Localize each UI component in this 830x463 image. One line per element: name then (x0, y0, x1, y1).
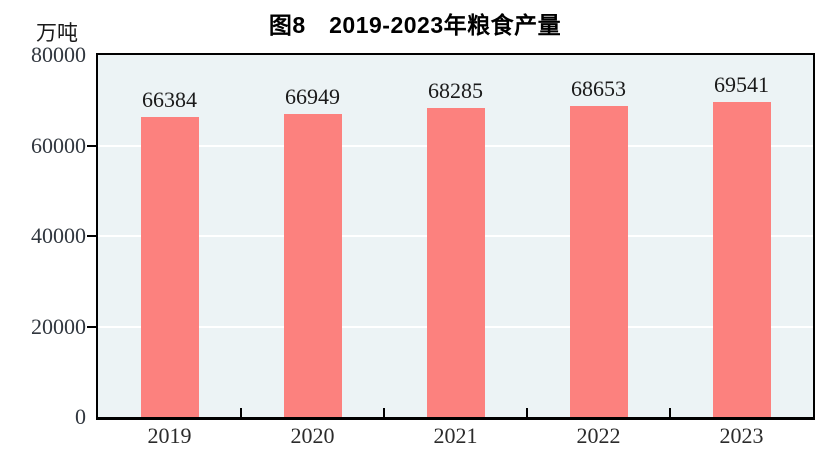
x-axis-tick (240, 408, 242, 417)
x-tick-label-2020: 2020 (290, 423, 335, 448)
y-tick-label-60000: 60000 (31, 132, 86, 158)
bar-2019 (140, 116, 199, 417)
x-tick-label-2019: 2019 (147, 423, 192, 448)
x-axis-tick (383, 408, 385, 417)
y-axis-tick (87, 235, 96, 237)
x-axis-tick (526, 408, 528, 417)
bar-2021 (426, 108, 485, 417)
bar-value-label-2019: 66384 (142, 86, 197, 112)
bar-2022 (569, 106, 628, 417)
x-tick-label-2022: 2022 (576, 423, 621, 448)
y-axis-unit-label: 万吨 (36, 21, 78, 45)
bar-2020 (283, 114, 342, 417)
y-axis-tick (87, 144, 96, 147)
y-axis-tick (87, 325, 96, 328)
bar-value-label-2022: 68653 (571, 76, 626, 102)
bar-value-label-2021: 68285 (428, 78, 483, 104)
plot-area: 66384 66949 68285 68653 69541 (96, 53, 815, 420)
y-tick-label-40000: 40000 (31, 223, 86, 248)
x-axis-tick (669, 408, 671, 417)
bar-value-label-2020: 66949 (285, 84, 340, 110)
y-tick-label-0: 0 (75, 404, 86, 429)
bar-2023 (712, 102, 771, 417)
x-tick-label-2021: 2021 (433, 423, 478, 448)
x-tick-label-2023: 2023 (719, 423, 764, 448)
y-tick-label-80000: 80000 (31, 42, 86, 67)
chart-title: 图8 2019-2023年粮食产量 (268, 12, 562, 38)
bar-value-label-2023: 69541 (714, 72, 769, 98)
y-tick-label-20000: 20000 (31, 313, 86, 339)
